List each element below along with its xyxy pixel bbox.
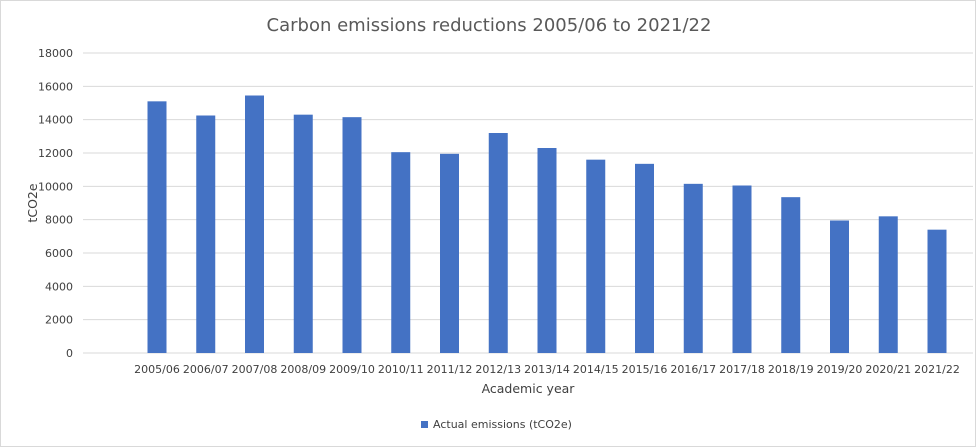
x-tick-label: 2012/13 — [475, 363, 521, 376]
bar — [586, 159, 606, 353]
gridlines — [83, 52, 973, 354]
x-tick-label: 2021/22 — [914, 363, 960, 376]
y-tick-label: 6000 — [45, 247, 73, 260]
bar — [488, 133, 508, 353]
legend: Actual emissions (tCO2e) — [421, 418, 572, 431]
x-tick-label: 2017/18 — [719, 363, 765, 376]
y-tick-label: 12000 — [38, 147, 73, 160]
y-axis-title: tCO2e — [25, 183, 40, 222]
x-tick-label: 2011/12 — [427, 363, 473, 376]
x-axis-ticks: 2005/06 2006/07 2007/08 2008/09 2009/10 2010/… — [134, 363, 960, 376]
bar — [342, 117, 362, 354]
bar — [732, 185, 752, 353]
x-tick-label: 2014/15 — [573, 363, 619, 376]
x-tick-label: 2016/17 — [670, 363, 716, 376]
y-tick-label: 10000 — [38, 180, 73, 193]
bar — [245, 95, 264, 353]
bar — [878, 216, 898, 353]
y-tick-label: 16000 — [38, 80, 73, 93]
y-axis-ticks: 0 2000 4000 6000 8000 10000 12000 14000 16000 180… — [38, 47, 73, 360]
x-tick-label: 2019/20 — [817, 363, 863, 376]
bar — [440, 153, 459, 353]
x-tick-label: 2018/19 — [768, 363, 814, 376]
x-tick-label: 2006/07 — [183, 363, 229, 376]
bar — [635, 163, 654, 353]
x-tick-label: 2005/06 — [134, 363, 180, 376]
y-tick-label: 18000 — [38, 47, 73, 60]
bar — [927, 229, 947, 353]
bar — [781, 197, 801, 353]
legend-label: Actual emissions (tCO2e) — [433, 418, 572, 431]
bar — [830, 220, 849, 353]
x-tick-label: 2007/08 — [232, 363, 278, 376]
x-tick-label: 2010/11 — [378, 363, 424, 376]
x-tick-label: 2020/21 — [865, 363, 911, 376]
y-tick-label: 2000 — [45, 314, 73, 327]
y-tick-label: 0 — [66, 347, 73, 360]
bar — [683, 183, 703, 353]
x-tick-label: 2015/16 — [622, 363, 668, 376]
bar — [293, 114, 313, 354]
bar — [391, 152, 411, 353]
y-tick-label: 8000 — [45, 214, 73, 227]
bar — [196, 115, 216, 353]
x-axis-title: Academic year — [482, 381, 576, 396]
bars — [147, 95, 947, 354]
chart-title: Carbon emissions reductions 2005/06 to 2… — [267, 15, 712, 36]
x-tick-label: 2009/10 — [329, 363, 375, 376]
x-tick-label: 2013/14 — [524, 363, 570, 376]
legend-swatch — [421, 421, 428, 428]
bar — [537, 148, 557, 353]
y-tick-label: 14000 — [38, 114, 73, 127]
bar — [147, 101, 167, 353]
y-tick-label: 4000 — [45, 280, 73, 293]
x-tick-label: 2008/09 — [280, 363, 326, 376]
